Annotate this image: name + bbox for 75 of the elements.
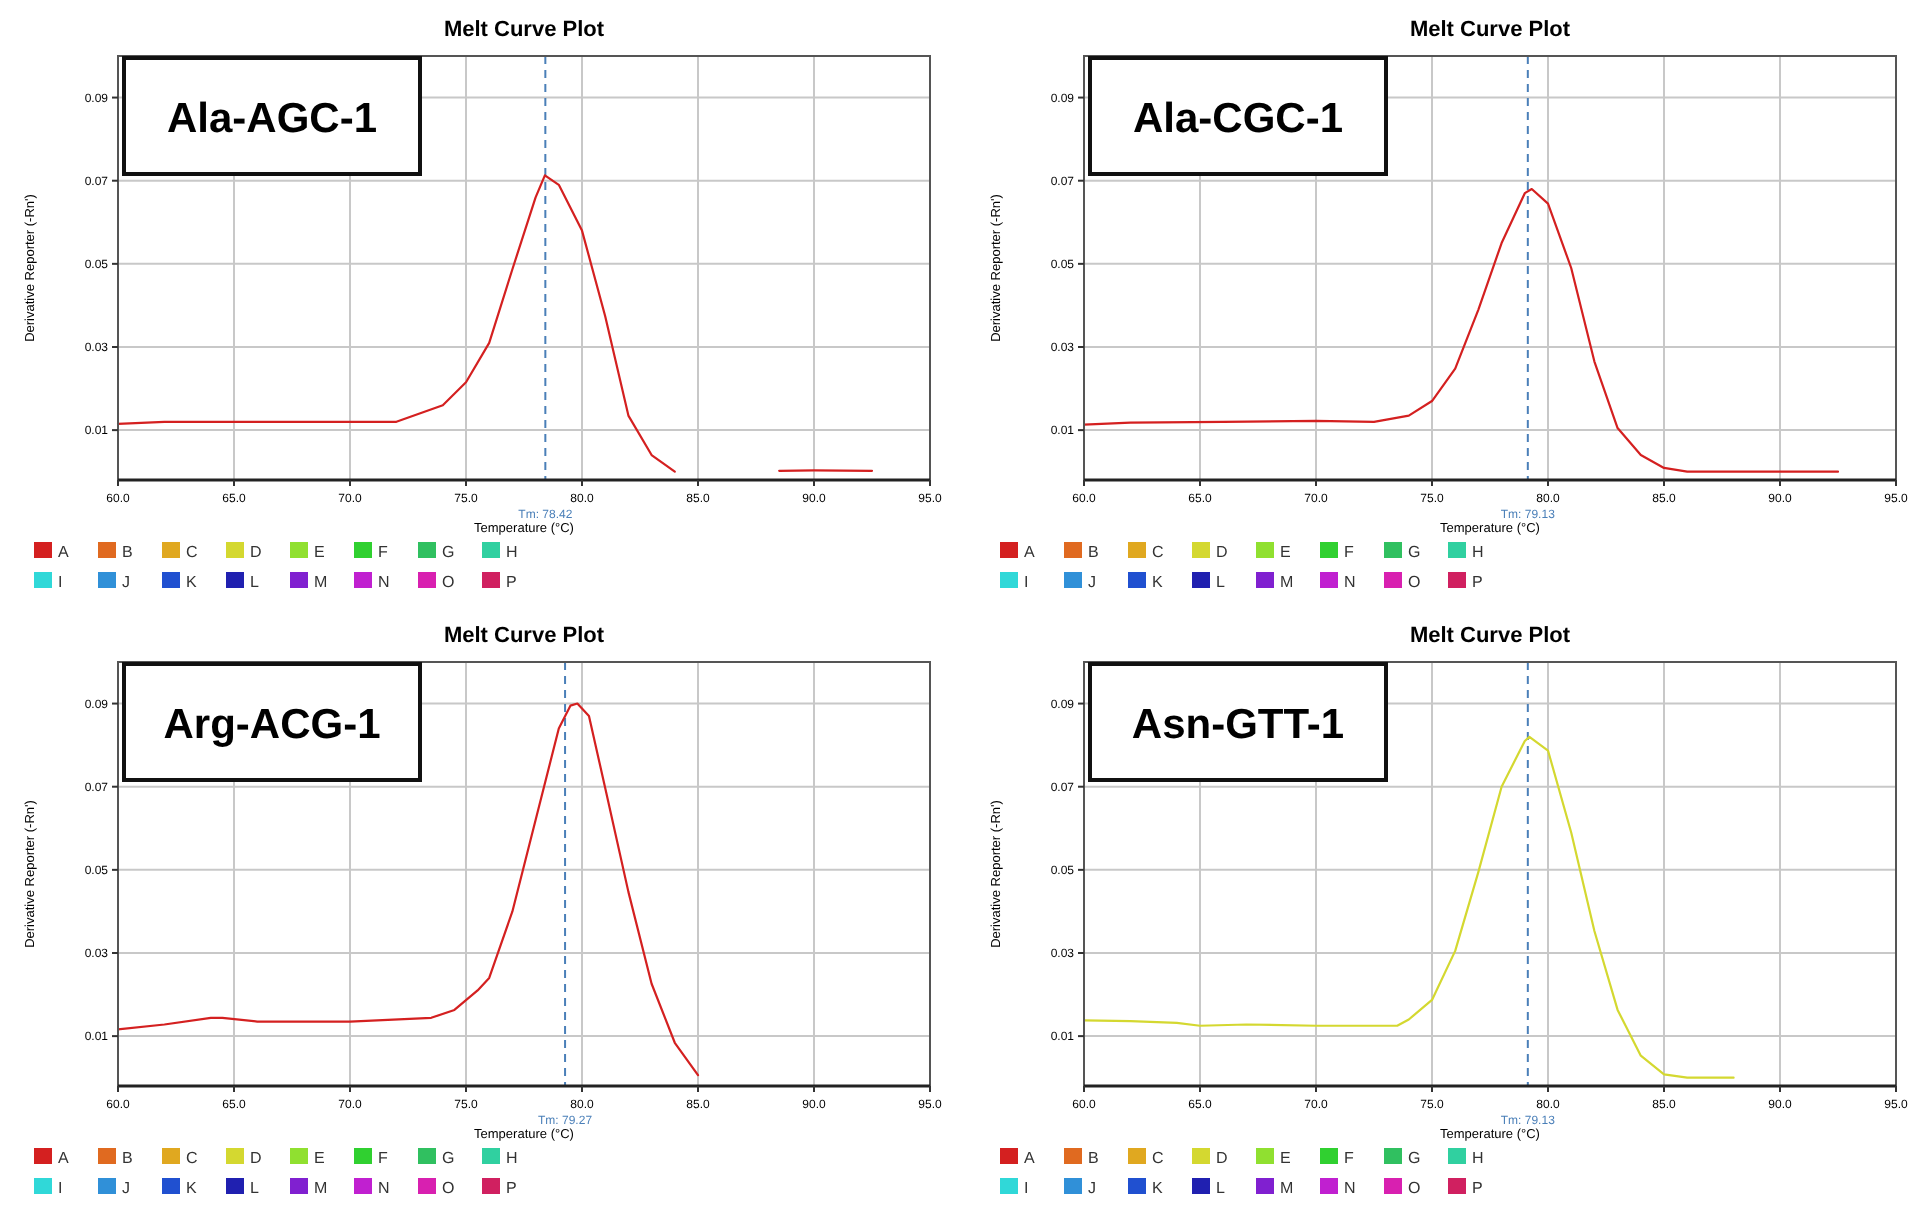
- legend-label: N: [1344, 573, 1356, 591]
- legend-label: M: [1280, 573, 1294, 591]
- legend-label: P: [506, 1179, 517, 1197]
- legend-label: P: [506, 573, 517, 591]
- legend-label: P: [1472, 573, 1483, 591]
- legend-label: C: [1152, 543, 1164, 561]
- legend-label: G: [442, 543, 455, 561]
- legend-label: L: [250, 573, 260, 591]
- legend-label: H: [1472, 543, 1484, 561]
- legend-label: I: [1024, 573, 1029, 591]
- legend-label: K: [186, 573, 198, 591]
- annotation: Ala-AGC-1: [166, 96, 378, 142]
- legend-label: C: [186, 543, 198, 561]
- legend-label: A: [58, 543, 70, 561]
- legend-label: E: [314, 543, 325, 561]
- chart-title: Melt Curve Plot: [443, 18, 605, 42]
- line-series: [116, 702, 700, 1077]
- legend-label: G: [1408, 1149, 1421, 1167]
- legend-label: M: [314, 1179, 328, 1197]
- annotation: Asn-GTT-1: [1131, 702, 1345, 748]
- legend-label: J: [122, 573, 130, 591]
- legend-label: O: [1408, 573, 1421, 591]
- legend-label: N: [378, 573, 390, 591]
- legend-label: H: [506, 543, 518, 561]
- legend-label: L: [1216, 1179, 1226, 1197]
- legend-label: J: [122, 1179, 130, 1197]
- legend-label: L: [250, 1179, 260, 1197]
- legend-label: H: [1472, 1149, 1484, 1167]
- chart-title: Melt Curve Plot: [1409, 624, 1571, 648]
- legend-label: B: [122, 1149, 133, 1167]
- legend-label: E: [1280, 543, 1291, 561]
- legend-label: F: [1344, 543, 1354, 561]
- legend-label: B: [1088, 1149, 1099, 1167]
- legend-label: D: [1216, 1149, 1228, 1167]
- chart-title: Melt Curve Plot: [1409, 18, 1571, 42]
- legend-label: D: [1216, 543, 1228, 561]
- annotation: Ala-CGC-1: [1132, 96, 1344, 142]
- legend-label: C: [1152, 1149, 1164, 1167]
- legend-label: J: [1088, 573, 1096, 591]
- legend-label: B: [122, 543, 133, 561]
- legend-label: N: [1344, 1179, 1356, 1197]
- legend-label: N: [378, 1179, 390, 1197]
- legend-label: A: [58, 1149, 70, 1167]
- annotation: Arg-ACG-1: [163, 702, 382, 748]
- legend-label: K: [1152, 573, 1164, 591]
- legend-label: G: [1408, 543, 1421, 561]
- chart-title: Melt Curve Plot: [443, 624, 605, 648]
- legend-label: C: [186, 1149, 198, 1167]
- legend-label: M: [314, 573, 328, 591]
- legend-label: J: [1088, 1179, 1096, 1197]
- legend-label: L: [1216, 573, 1226, 591]
- line-series: [1082, 187, 1840, 473]
- legend-label: B: [1088, 543, 1099, 561]
- legend-label: D: [250, 1149, 262, 1167]
- legend-label: P: [1472, 1179, 1483, 1197]
- legend-label: I: [58, 573, 63, 591]
- legend-label: O: [442, 573, 455, 591]
- legend-label: I: [1024, 1179, 1029, 1197]
- legend-label: M: [1280, 1179, 1294, 1197]
- legend-label: E: [314, 1149, 325, 1167]
- legend-label: I: [58, 1179, 63, 1197]
- legend-label: E: [1280, 1149, 1291, 1167]
- legend-label: F: [378, 543, 388, 561]
- legend-label: A: [1024, 1149, 1036, 1167]
- legend-label: D: [250, 543, 262, 561]
- legend-label: G: [442, 1149, 455, 1167]
- legend-label: O: [1408, 1179, 1421, 1197]
- legend-label: F: [1344, 1149, 1354, 1167]
- legend-label: F: [378, 1149, 388, 1167]
- legend-label: A: [1024, 543, 1036, 561]
- legend-label: K: [1152, 1179, 1164, 1197]
- line-series: [1082, 735, 1735, 1079]
- legend-label: O: [442, 1179, 455, 1197]
- legend-label: H: [506, 1149, 518, 1167]
- legend-label: K: [186, 1179, 198, 1197]
